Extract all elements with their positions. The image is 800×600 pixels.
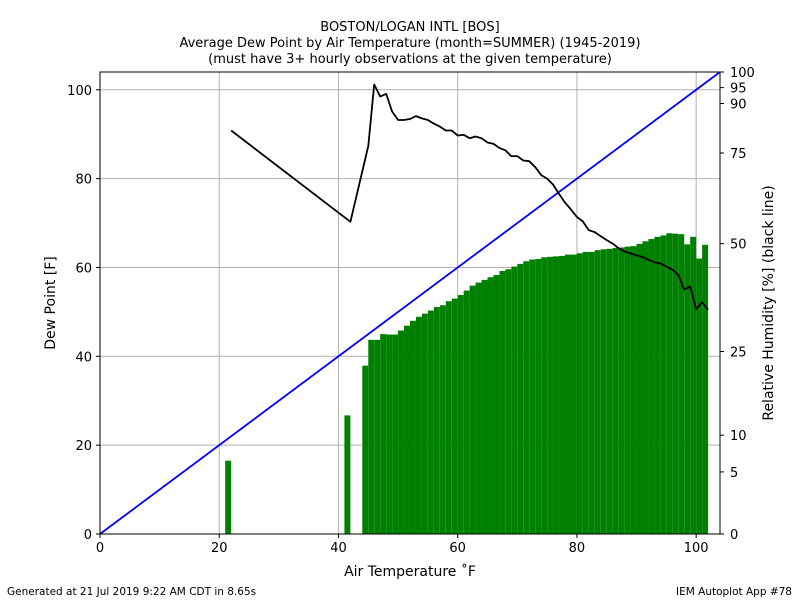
- dewpoint-bar: [541, 257, 548, 534]
- y-axis-label: Dew Point [F]: [43, 256, 59, 349]
- bar-series: [225, 233, 709, 535]
- plot-frame: [99, 71, 721, 535]
- saturation-line: [99, 71, 721, 535]
- dewpoint-bar: [636, 243, 643, 535]
- dewpoint-bar: [463, 290, 470, 534]
- title-line-3: (must have 3+ hourly observations at the…: [208, 52, 612, 67]
- y2-tick-label: 10: [730, 429, 747, 444]
- y2-tick-label: 100: [730, 66, 755, 81]
- dewpoint-bar: [684, 244, 691, 534]
- dewpoint-bar: [624, 246, 631, 534]
- dewpoint-bar: [690, 236, 697, 534]
- dewpoint-bar: [415, 316, 422, 534]
- x-tick-label: 0: [96, 541, 104, 556]
- dewpoint-bar: [529, 259, 536, 534]
- dewpoint-bar: [511, 266, 518, 534]
- dewpoint-bar: [565, 254, 571, 534]
- dewpoint-bar: [469, 285, 476, 534]
- dewpoint-bar: [517, 263, 524, 534]
- dewpoint-bar: [445, 301, 452, 534]
- title-line-2: Average Dew Point by Air Temperature (mo…: [179, 36, 640, 51]
- dewpoint-bar: [642, 241, 649, 534]
- dewpoint-bar: [547, 256, 554, 534]
- dewpoint-bar: [362, 365, 369, 534]
- y-tick-label: 0: [84, 528, 92, 543]
- dewpoint-bar: [654, 236, 661, 534]
- dewpoint-bar: [600, 249, 607, 534]
- y-tick-label: 100: [67, 84, 92, 99]
- dewpoint-bar: [499, 271, 506, 534]
- dewpoint-bar: [427, 310, 434, 534]
- dewpoint-bar: [368, 339, 375, 534]
- y2-tick-label: 95: [730, 82, 747, 97]
- dewpoint-bar: [493, 275, 500, 534]
- dewpoint-bar: [594, 250, 601, 534]
- title-line-1: BOSTON/LOGAN INTL [BOS]: [320, 20, 499, 35]
- dewpoint-bar: [660, 235, 667, 534]
- dewpoint-bar: [380, 334, 387, 534]
- dewpoint-bar: [672, 233, 679, 534]
- dewpoint-bar: [344, 415, 351, 534]
- dewpoint-bar: [612, 247, 619, 534]
- footer-generated: Generated at 21 Jul 2019 9:22 AM CDT in …: [7, 586, 256, 598]
- dewpoint-bar: [576, 253, 583, 534]
- dewpoint-bar: [648, 239, 655, 534]
- dewpoint-bar: [433, 306, 440, 534]
- y2-tick-label: 50: [730, 238, 747, 253]
- dewpoint-bar: [678, 234, 685, 534]
- dewpoint-bar: [487, 277, 494, 534]
- y2-tick-label: 0: [730, 528, 738, 543]
- x-tick-label: 40: [330, 541, 347, 556]
- dewpoint-bar: [451, 298, 458, 534]
- dewpoint-bar: [535, 259, 542, 534]
- dewpoint-bar: [404, 325, 410, 534]
- y-axis: 0 20 40 60 80 100: [67, 84, 100, 543]
- dewpoint-bar: [392, 334, 399, 534]
- dewpoint-bar: [559, 255, 565, 534]
- x-tick-label: 100: [684, 541, 709, 556]
- dewpoint-bar: [553, 256, 560, 534]
- dewpoint-bar: [618, 247, 625, 534]
- dewpoint-bar: [588, 251, 595, 535]
- dewpoint-bar: [439, 305, 446, 534]
- dewpoint-bar: [696, 258, 703, 534]
- y-tick-label: 40: [75, 350, 92, 365]
- y-tick-label: 20: [75, 439, 92, 454]
- dewpoint-bar: [630, 246, 637, 534]
- x-tick-label: 20: [211, 541, 228, 556]
- dewpoint-bar: [702, 244, 709, 534]
- dewpoint-bar: [386, 334, 393, 534]
- dewpoint-bar: [505, 269, 512, 534]
- dewpoint-bar: [225, 460, 232, 534]
- y2-tick-label: 25: [730, 346, 747, 361]
- x-axis: 0 20 40 60 80 100: [96, 534, 709, 556]
- dewpoint-bar: [475, 282, 482, 534]
- chart-title: BOSTON/LOGAN INTL [BOS] Average Dew Poin…: [179, 20, 640, 67]
- y-tick-label: 60: [75, 261, 92, 276]
- x-tick-label: 80: [569, 541, 586, 556]
- dewpoint-bar: [421, 313, 428, 534]
- y-tick-label: 80: [75, 173, 92, 188]
- relative-humidity-line: [230, 83, 709, 311]
- x-axis-label: Air Temperature ˚F: [344, 563, 476, 580]
- x-tick-label: 60: [449, 541, 466, 556]
- dewpoint-bar: [606, 248, 613, 535]
- dewpoint-bar: [570, 254, 577, 534]
- y2-axis-label: Relative Humidity [%] (black line): [761, 185, 777, 420]
- y2-tick-label: 75: [730, 147, 747, 162]
- dewpoint-bar: [398, 330, 405, 534]
- y2-tick-label: 90: [730, 97, 747, 112]
- dewpoint-bar: [582, 251, 589, 535]
- dewpoint-bar: [410, 320, 416, 534]
- dewpoint-bar: [523, 261, 530, 534]
- line-series: [99, 71, 721, 535]
- footer-app: IEM Autoplot App #78: [676, 586, 792, 598]
- dewpoint-bar: [481, 279, 488, 534]
- y2-tick-label: 5: [730, 466, 738, 481]
- dewpoint-bar: [457, 295, 464, 534]
- dewpoint-bar: [666, 233, 673, 534]
- dewpoint-bar: [374, 339, 381, 534]
